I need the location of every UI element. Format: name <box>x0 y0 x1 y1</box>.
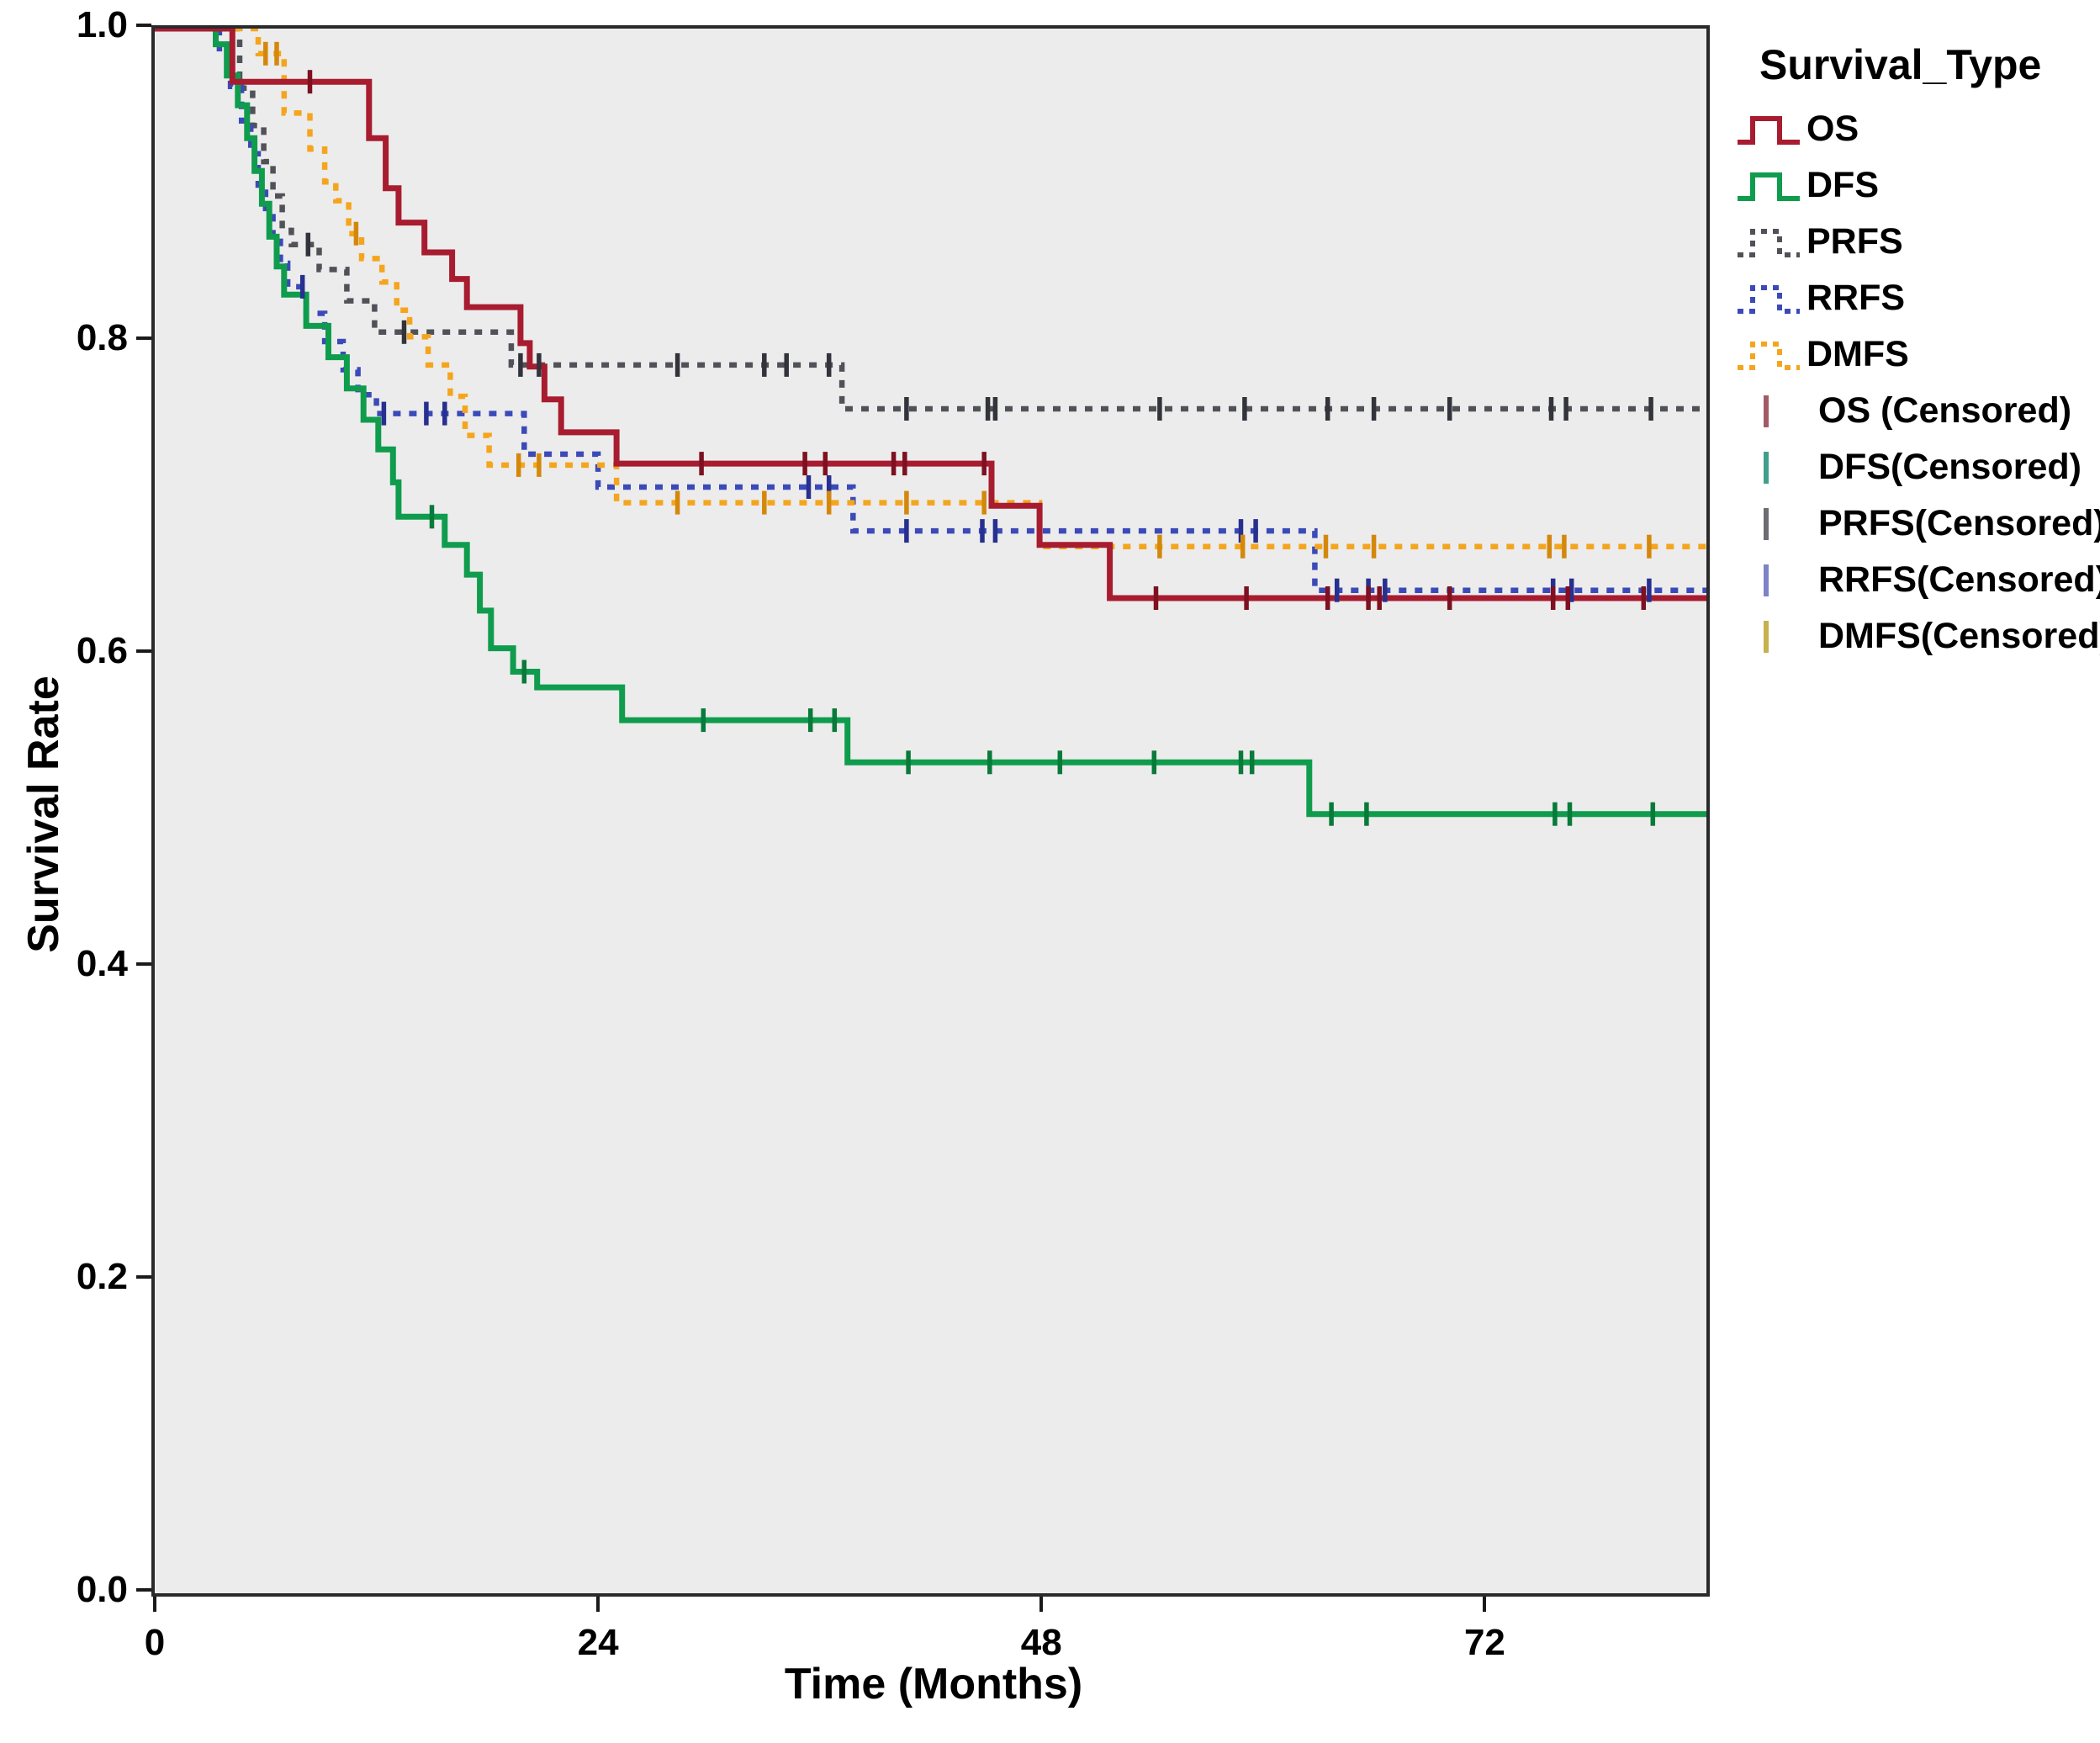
legend-swatch-prfs-censored--censor-tick-icon <box>1764 507 1769 540</box>
y-axis-title: Survival Rate <box>19 675 68 953</box>
legend-label-dfs: DFS <box>1806 165 1879 205</box>
legend-label-dfs-censored-: DFS(Censored) <box>1818 447 2081 487</box>
legend-item-os-censored-: OS (Censored) <box>1736 383 2097 439</box>
legend-label-dmfs-censored-: DMFS(Censored) <box>1818 616 2100 656</box>
legend-swatch-dmfs-censored--censor-tick-icon <box>1764 620 1769 653</box>
x-tick-mark-48 <box>1039 1597 1044 1612</box>
legend-label-dmfs: DMFS <box>1806 334 1909 374</box>
legend-item-os: OS <box>1736 101 2097 157</box>
y-tick-mark-1.0 <box>136 24 151 27</box>
y-tick-label-1.0: 1.0 <box>76 4 128 45</box>
legend-swatch-dfs-line-icon <box>1738 172 1800 201</box>
curve-os <box>155 29 1706 601</box>
legend-item-prfs: PRFS <box>1736 214 2097 270</box>
curve-rrfs <box>155 29 1706 593</box>
legend-item-dmfs-censored-: DMFS(Censored) <box>1736 608 2100 665</box>
legend-swatch-os-line-icon <box>1738 115 1800 145</box>
legend-label-os: OS <box>1806 109 1859 149</box>
legend-swatch-os-censored--censor-tick-icon <box>1764 395 1769 427</box>
y-tick-label-0.2: 0.2 <box>76 1256 128 1297</box>
y-tick-mark-0.6 <box>136 649 151 653</box>
x-tick-mark-72 <box>1483 1597 1487 1612</box>
legend-item-dfs: DFS <box>1736 157 2097 214</box>
x-tick-mark-0 <box>153 1597 156 1612</box>
y-tick-mark-0.4 <box>136 962 151 966</box>
curve-dmfs <box>155 29 1706 549</box>
y-tick-label-0.6: 0.6 <box>76 630 128 671</box>
legend-swatch-rrfs-line-icon <box>1738 284 1800 314</box>
legend-swatch-rrfs-censored--censor-tick-icon <box>1764 564 1769 596</box>
y-tick-mark-0.0 <box>136 1588 151 1592</box>
legend-label-prfs: PRFS <box>1806 221 1903 262</box>
y-tick-label-0.4: 0.4 <box>76 943 128 984</box>
y-tick-label-0.0: 0.0 <box>76 1569 128 1610</box>
legend-item-rrfs-censored-: RRFS(Censored) <box>1736 552 2100 608</box>
legend-label-prfs-censored-: PRFS(Censored) <box>1818 503 2100 543</box>
y-tick-mark-0.2 <box>136 1275 151 1279</box>
legend-item-dfs-censored-: DFS(Censored) <box>1736 439 2097 495</box>
plot-area <box>151 25 1710 1597</box>
x-tick-mark-24 <box>596 1597 600 1612</box>
x-axis-title: Time (Months) <box>784 1660 1083 1709</box>
legend-swatch-prfs-line-icon <box>1738 228 1800 257</box>
x-tick-label-24: 24 <box>577 1622 619 1663</box>
x-tick-label-0: 0 <box>144 1622 166 1663</box>
x-tick-label-48: 48 <box>1020 1622 1062 1663</box>
legend-label-rrfs: RRFS <box>1806 278 1906 318</box>
x-tick-label-72: 72 <box>1463 1622 1505 1663</box>
legend-item-dmfs: DMFS <box>1736 326 2097 383</box>
legend-swatch-dfs-censored--censor-tick-icon <box>1764 451 1769 484</box>
legend-title: Survival_Type <box>1759 41 2042 88</box>
y-tick-mark-0.8 <box>136 336 151 340</box>
legend-item-prfs-censored-: PRFS(Censored) <box>1736 495 2100 552</box>
legend-label-rrfs-censored-: RRFS(Censored) <box>1818 559 2100 600</box>
survival-curves-canvas <box>155 29 1706 826</box>
legend: Survival_Type OS DFS PRFS RRFS DMFS OS (Censo… <box>1736 40 2100 665</box>
curve-prfs <box>155 29 1706 412</box>
legend-item-rrfs: RRFS <box>1736 270 2097 326</box>
legend-swatch-dmfs-line-icon <box>1738 341 1800 370</box>
legend-label-os-censored-: OS (Censored) <box>1818 390 2072 431</box>
y-tick-label-0.8: 0.8 <box>76 317 128 358</box>
legend-items: OS DFS PRFS RRFS DMFS OS (Censored) DFS(Censor… <box>1736 101 2100 665</box>
